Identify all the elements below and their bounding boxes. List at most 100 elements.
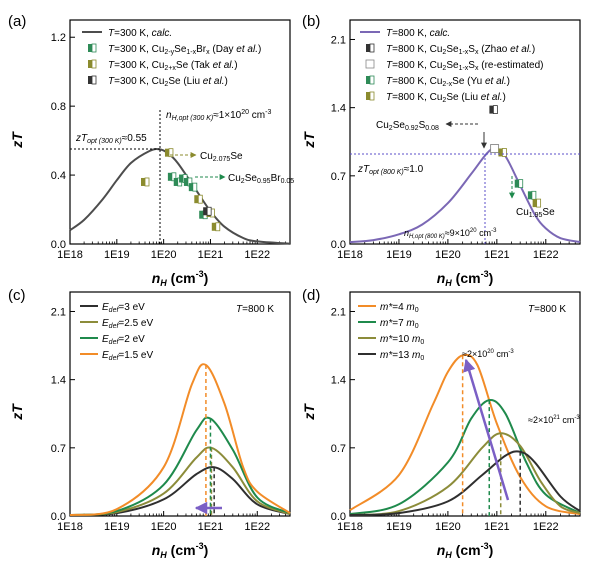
x-axis-title-c: nH (cm-3) bbox=[152, 541, 209, 560]
arrow-trend-d bbox=[463, 358, 510, 501]
annotation-cu2se-br: Cu2Se0.95Br0.05 bbox=[228, 173, 294, 185]
series-line-m-4-m0 bbox=[349, 353, 581, 516]
y-tick-label: 2.1 bbox=[331, 306, 346, 318]
data-point-t-800-k-cu2-xse-yu-et-al bbox=[514, 179, 524, 189]
x-tick-label: 1E18 bbox=[57, 521, 83, 533]
y-tick-label: 1.4 bbox=[331, 103, 346, 115]
x-tick-label: 1E21 bbox=[198, 249, 224, 261]
annotation-opt-2e21: ≈2×1021 cm-3 bbox=[528, 415, 580, 425]
data-point-t-300-k-cu2se-liu-et-al bbox=[203, 206, 212, 216]
legend-label-reestimated: T=800 K, Cu2Se1-xSx (re-estimated) bbox=[386, 60, 543, 72]
panel-a: (a) 1E18 1E19 1E20 1E21 1E22 0.0 0.4 0.8 1.2 zTo… bbox=[8, 13, 294, 261]
legend-swatch-liu-800k bbox=[366, 91, 375, 101]
y-tick-label: 2.1 bbox=[331, 34, 346, 46]
x-axis-title-d: nH (cm-3) bbox=[437, 541, 494, 560]
legend-swatch-zhao bbox=[366, 43, 375, 53]
series-line-m-13-m0 bbox=[349, 450, 581, 516]
legend-label-m10: m*=10 m0 bbox=[380, 334, 424, 346]
panel-label-a: (a) bbox=[8, 13, 26, 30]
data-point-t-800-k-cu2se-liu-et-al bbox=[532, 198, 542, 208]
data-point-t-800-k-cu2se-liu-et-al bbox=[498, 148, 507, 157]
y-tick-label: 2.1 bbox=[51, 306, 66, 318]
x-tick-label: 1E21 bbox=[198, 521, 224, 533]
plot-frame-c bbox=[69, 291, 291, 517]
y-tick-label: 0.0 bbox=[331, 239, 346, 251]
legend-c: Edef=3 eV Edef=2.5 eV Edef=2 eV Edef=1.5… bbox=[80, 302, 153, 362]
x-tick-label: 1E22 bbox=[244, 249, 270, 261]
data-point-t-800-k-cu2se1-xsx-zhao-et-al bbox=[489, 105, 498, 114]
x-tick-label: 1E20 bbox=[435, 521, 461, 533]
legend-label-calc-800k: T=800 K, calc. bbox=[386, 28, 450, 39]
annotation-nh-opt-800k: nH,opt (800 K)≈9×1020 cm-3 bbox=[404, 228, 497, 240]
y-tick-label: 1.2 bbox=[51, 32, 66, 44]
annotation-nh-opt-300k: nH,opt (300 K)≈1×1020 cm-3 bbox=[166, 109, 271, 122]
x-tick-label: 1E19 bbox=[386, 521, 412, 533]
series-line-t-300-k-calc bbox=[69, 148, 291, 245]
x-axis-title-b: nH (cm-3) bbox=[437, 269, 494, 288]
y-tick-label: 0.8 bbox=[51, 101, 66, 113]
legend-label-m4: m*=4 m0 bbox=[380, 302, 419, 314]
data-point-t-300-k-cu2-yse1-xbrx-day-et-al bbox=[188, 182, 198, 192]
x-tick-label: 1E18 bbox=[337, 249, 363, 261]
legend-label-day: T=300 K, Cu2-ySe1-xBrx (Day et al.) bbox=[108, 44, 261, 56]
legend-label-edef-15: Edef=1.5 eV bbox=[102, 350, 153, 362]
annotation-opt-2e20: ≈2×1020 cm-3 bbox=[462, 349, 514, 359]
series-line-e-def-3-ev bbox=[69, 466, 291, 516]
y-tick-label: 0.0 bbox=[51, 239, 66, 251]
annotation-cu195se: Cu1.95Se bbox=[516, 207, 555, 219]
legend-b: T=800 K, calc. T=800 K, Cu2Se1-xSx (Zhao… bbox=[360, 28, 543, 104]
plot-frame-b bbox=[349, 19, 581, 245]
x-tick-label: 1E19 bbox=[104, 249, 130, 261]
legend-label-edef-25: Edef=2.5 eV bbox=[102, 318, 153, 330]
legend-swatch-reestimated bbox=[365, 59, 375, 69]
y-axis-title-d: zT bbox=[301, 403, 317, 421]
x-tick-label: 1E18 bbox=[57, 249, 83, 261]
legend-swatch-day bbox=[88, 43, 97, 53]
legend-label-tak: T=300 K, Cu2+xSe (Tak et al.) bbox=[108, 60, 238, 72]
legend-a: T=300 K, calc. T=300 K, Cu2-ySe1-xBrx (D… bbox=[82, 28, 261, 88]
y-tick-label: 0.7 bbox=[331, 171, 346, 183]
x-tick-label: 1E21 bbox=[484, 249, 510, 261]
data-point-t-300-k-cu2-xse-tak-et-al bbox=[164, 148, 174, 158]
series-line-e-def-1-5-ev bbox=[69, 363, 291, 516]
legend-label-yu: T=800 K, Cu2-xSe (Yu et al.) bbox=[386, 76, 510, 88]
panel-d: (d) 1E18 1E19 1E20 1E21 1E22 0.0 0.7 1.4 2.1 T=8… bbox=[302, 287, 581, 533]
x-tick-label: 1E22 bbox=[533, 249, 559, 261]
data-point-t-300-k-cu2-xse-tak-et-al bbox=[141, 177, 150, 187]
annotation-cu2se-s: Cu2Se0.92S0.08 bbox=[376, 120, 439, 132]
data-point-t-300-k-cu2-xse-tak-et-al bbox=[211, 222, 221, 232]
y-tick-label: 0.7 bbox=[331, 443, 346, 455]
annotation-zt-opt-800k: zTopt (800 K)≈1.0 bbox=[357, 164, 424, 176]
x-tick-label: 1E22 bbox=[244, 521, 270, 533]
y-axis-title-a: zT bbox=[9, 131, 25, 149]
plot-frame-d bbox=[349, 291, 581, 517]
legend-label-liu-300k: T=300 K, Cu2Se (Liu et al.) bbox=[108, 76, 228, 88]
legend-label-calc-300k: T=300 K, calc. bbox=[108, 28, 172, 39]
annotation-cu2075se: Cu2.075Se bbox=[200, 151, 243, 163]
series-line-e-def-2-5-ev bbox=[69, 446, 291, 516]
data-point-t-800-k-cu2se1-xsx-re-estimated bbox=[490, 144, 500, 154]
x-tick-label: 1E19 bbox=[104, 521, 130, 533]
y-tick-label: 0.7 bbox=[51, 443, 66, 455]
legend-label-m7: m*=7 m0 bbox=[380, 318, 419, 330]
y-tick-label: 0.4 bbox=[51, 170, 66, 182]
legend-swatch-yu bbox=[366, 75, 375, 85]
panel-label-b: (b) bbox=[302, 13, 320, 30]
legend-label-edef-3: Edef=3 eV bbox=[102, 302, 145, 314]
panel-label-d: (d) bbox=[302, 287, 320, 304]
legend-label-edef-2: Edef=2 eV bbox=[102, 334, 145, 346]
legend-d: m*=4 m0 m*=7 m0 m*=10 m0 m*=13 m0 bbox=[358, 302, 424, 362]
annotation-zt-opt-300k: zTopt (300 K)≈0.55 bbox=[75, 133, 147, 145]
plot-frame-a bbox=[69, 19, 291, 245]
panel-c: (c) 1E18 1E19 1E20 1E21 1E22 0.0 0.7 1.4 2.1 T=8… bbox=[8, 287, 291, 533]
x-tick-label: 1E20 bbox=[435, 249, 461, 261]
y-axis-title-c: zT bbox=[9, 403, 25, 421]
y-tick-label: 0.0 bbox=[331, 511, 346, 523]
y-tick-label: 1.4 bbox=[51, 375, 66, 387]
panel-b: (b) 1E18 1E19 1E20 1E21 1E22 0.0 0.7 1.4 2.1 Cu2… bbox=[302, 13, 581, 261]
x-tick-label: 1E18 bbox=[337, 521, 363, 533]
legend-swatch-liu-300k bbox=[88, 75, 97, 85]
x-axis-title-a: nH (cm-3) bbox=[152, 269, 209, 288]
legend-swatch-tak bbox=[88, 59, 97, 69]
